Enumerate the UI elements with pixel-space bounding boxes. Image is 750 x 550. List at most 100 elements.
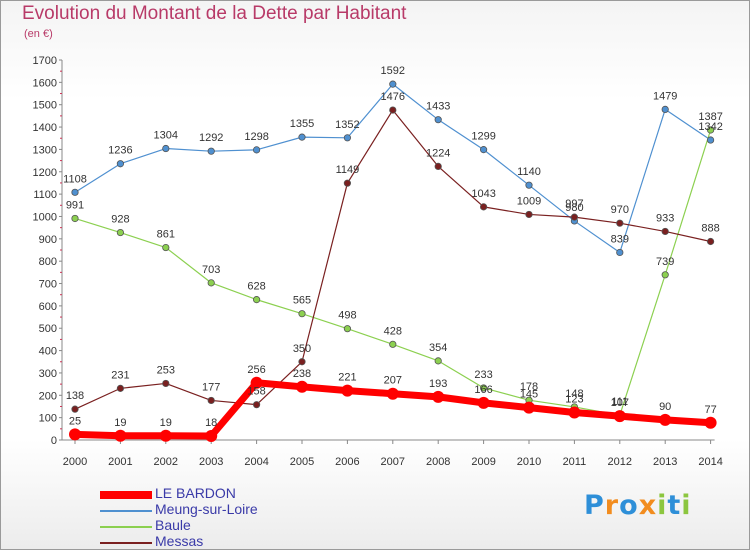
data-point xyxy=(389,80,397,88)
logo-letter: o xyxy=(619,490,639,521)
legend-swatch xyxy=(100,542,152,544)
logo-letter: P xyxy=(584,490,605,521)
data-label: 565 xyxy=(293,295,311,307)
data-label: 1236 xyxy=(108,145,132,157)
data-label: 1476 xyxy=(381,91,405,103)
data-point xyxy=(71,214,79,223)
data-label: 207 xyxy=(384,375,402,387)
data-point xyxy=(523,401,535,414)
data-point xyxy=(343,179,351,187)
data-point xyxy=(570,213,579,221)
data-point xyxy=(613,410,626,423)
data-label: 1299 xyxy=(471,131,495,143)
data-label: 1592 xyxy=(381,65,405,77)
logo-letter: t xyxy=(667,490,682,521)
data-label: 253 xyxy=(157,364,175,376)
legend-label: LE BARDON xyxy=(155,485,236,501)
data-point xyxy=(71,405,79,413)
y-tick-label: 900 xyxy=(39,234,57,246)
y-tick-label: 100 xyxy=(39,413,57,425)
legend-item: Baule xyxy=(100,517,360,534)
chart-axes: 0 100 200 300 400 500 600 700 800 900 1000 1100 1200… xyxy=(33,55,723,468)
data-label: 148 xyxy=(565,388,583,400)
data-label: 1009 xyxy=(517,195,541,207)
x-tick-label: 2010 xyxy=(517,456,541,468)
data-label: 1433 xyxy=(426,101,450,113)
proxiti-logo: Proxiti xyxy=(584,490,692,521)
series-points xyxy=(69,80,717,442)
legend-label: Meung-sur-Loire xyxy=(155,501,258,517)
data-label: 1140 xyxy=(517,166,541,178)
data-label: 1149 xyxy=(336,164,360,176)
data-point xyxy=(525,210,533,219)
data-label: 991 xyxy=(66,199,84,211)
data-point xyxy=(207,279,215,287)
x-tick-label: 2006 xyxy=(335,456,359,468)
x-tick-label: 2014 xyxy=(698,456,722,468)
data-point xyxy=(162,144,170,153)
data-label: 193 xyxy=(429,378,447,390)
data-point xyxy=(71,188,79,196)
data-label: 498 xyxy=(338,310,356,322)
data-label: 25 xyxy=(69,415,81,427)
data-point xyxy=(205,429,218,442)
y-tick-label: 1300 xyxy=(33,144,57,156)
data-point xyxy=(298,133,306,141)
data-point xyxy=(116,160,125,168)
y-tick-label: 1600 xyxy=(33,77,57,89)
data-label: 861 xyxy=(157,229,175,241)
x-tick-label: 2013 xyxy=(653,456,677,468)
line-chart: 0 100 200 300 400 500 600 700 800 900 1000 1100 1200… xyxy=(33,55,723,468)
data-point xyxy=(343,134,351,142)
data-point xyxy=(162,243,170,252)
x-tick-label: 2008 xyxy=(426,456,450,468)
y-tick-label: 500 xyxy=(39,323,57,335)
y-tick-label: 1400 xyxy=(33,122,57,134)
legend-item: LE BARDON xyxy=(100,485,360,502)
data-point xyxy=(207,396,215,405)
y-tick-label: 400 xyxy=(39,346,57,358)
data-point xyxy=(568,406,581,419)
data-point xyxy=(477,396,490,409)
data-point xyxy=(706,126,715,134)
x-tick-label: 2005 xyxy=(290,456,314,468)
data-label: 77 xyxy=(704,404,716,416)
y-tick-label: 1500 xyxy=(33,100,57,112)
data-label: 221 xyxy=(338,372,356,384)
data-point xyxy=(389,340,397,348)
data-point xyxy=(343,325,351,333)
legend-item: Meung-sur-Loire xyxy=(100,501,360,518)
data-label: 1387 xyxy=(698,111,722,123)
data-point xyxy=(114,429,127,442)
data-point xyxy=(434,357,442,365)
data-label: 18 xyxy=(205,417,217,429)
chart-unit-label: (en €) xyxy=(24,28,53,40)
data-point xyxy=(162,379,170,388)
data-point xyxy=(250,376,263,389)
data-point xyxy=(389,106,397,114)
legend-swatch xyxy=(100,526,152,528)
data-point xyxy=(386,387,399,400)
data-point xyxy=(706,237,715,246)
x-tick-label: 2009 xyxy=(471,456,495,468)
data-point xyxy=(616,219,624,227)
data-label: 1355 xyxy=(290,118,314,130)
data-label: 739 xyxy=(656,256,674,268)
legend-label: Messas xyxy=(155,533,204,549)
data-label: 1352 xyxy=(335,119,359,131)
x-tick-label: 2004 xyxy=(244,456,268,468)
data-point xyxy=(298,358,306,366)
y-tick-label: 1100 xyxy=(33,189,57,201)
data-label: 1292 xyxy=(199,132,223,144)
data-point xyxy=(207,147,215,155)
data-label: 928 xyxy=(111,214,129,226)
data-point xyxy=(432,390,445,403)
data-label: 145 xyxy=(520,389,538,401)
data-point xyxy=(661,227,669,236)
data-point xyxy=(479,203,488,211)
data-point xyxy=(704,416,717,429)
y-tick-label: 600 xyxy=(39,301,57,313)
data-label: 428 xyxy=(384,325,402,337)
data-point xyxy=(116,384,125,392)
